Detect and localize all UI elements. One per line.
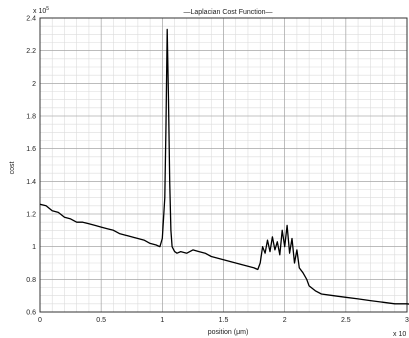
y-tick-label: 1.8 — [26, 114, 36, 121]
y-tick-label: 1.4 — [26, 179, 36, 186]
x-axis-label: position (μm) — [208, 329, 249, 336]
x-tick-label: 0 — [38, 317, 42, 324]
chart-title: —Laplacian Cost Function— — [183, 9, 272, 16]
y-tick-label: 1 — [32, 244, 36, 251]
x-multiplier: x 10 — [393, 331, 406, 338]
y-multiplier: x 105 — [33, 6, 49, 15]
x-tick-label: 1.5 — [219, 317, 229, 324]
x-tick-label: 1 — [160, 317, 164, 324]
x-tick-labels: 0 0.5 1 1.5 2 2.5 3 — [38, 317, 409, 324]
plot-frame — [39, 17, 408, 313]
y-tick-label: 2.4 — [26, 16, 36, 23]
x-tick-label: 2 — [283, 317, 287, 324]
x-tick-label: 3 — [405, 317, 409, 324]
y-tick-label: 1.6 — [26, 146, 36, 153]
y-tick-labels: 0.6 0.8 1 1.2 1.4 1.6 1.8 2 2.2 2.4 — [26, 16, 36, 317]
y-tick-label: 2.2 — [26, 48, 36, 55]
y-tick-label: 0.8 — [26, 277, 36, 284]
x-tick-label: 0.5 — [96, 317, 106, 324]
cost-series-line — [39, 28, 409, 305]
y-tick-label: 2 — [32, 81, 36, 88]
y-tick-label: 0.6 — [26, 310, 36, 317]
y-tick-label: 1.2 — [26, 212, 36, 219]
x-tick-label: 2.5 — [341, 317, 351, 324]
y-axis-label: cost — [9, 162, 16, 175]
